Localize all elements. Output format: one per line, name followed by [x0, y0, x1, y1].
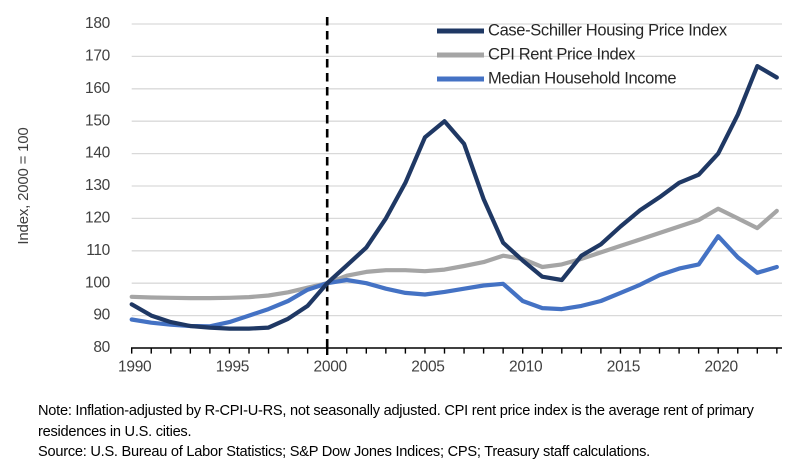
y-tick-label: 120: [85, 209, 111, 226]
y-tick-label: 160: [85, 80, 111, 97]
note-block: Note: Inflation-adjusted by R-CPI-U-RS, …: [38, 401, 786, 463]
legend-item: Case-Schiller Housing Price Index: [437, 21, 728, 39]
x-tick-label: 1990: [118, 359, 152, 376]
y-tick-label: 110: [86, 242, 110, 259]
y-tick-label: 90: [93, 307, 110, 324]
chart-note: Note: Inflation-adjusted by R-CPI-U-RS, …: [38, 403, 754, 440]
y-tick-label: 100: [85, 274, 111, 291]
x-tick-label: 2000: [314, 359, 348, 376]
legend-label: Case-Schiller Housing Price Index: [488, 21, 728, 39]
y-tick-label: 130: [85, 177, 111, 194]
y-tick-label: 180: [85, 15, 111, 32]
series-line-cpi-rent-price-index: [129, 206, 779, 301]
y-tick-label: 140: [85, 145, 111, 162]
x-tick-label: 2020: [705, 359, 739, 376]
legend-label: Median Household Income: [488, 69, 676, 87]
chart-area: 80 90 100 110 120 130 140 150 160 170 180 1990 1995 2…: [15, 15, 782, 376]
x-tick-label: 2015: [607, 359, 640, 376]
legend-item: CPI Rent Price Index: [437, 45, 637, 63]
series-line-case-schiller-housing-price-index: [129, 63, 779, 331]
y-tick-label: 80: [93, 339, 110, 356]
y-tick-label: 170: [85, 47, 111, 64]
y-tick-label: 150: [85, 112, 111, 129]
legend-item: Median Household Income: [437, 69, 677, 87]
legend-label: CPI Rent Price Index: [488, 45, 636, 63]
series-line-median-household-income: [129, 234, 779, 329]
x-tick-label: 2005: [411, 359, 444, 376]
chart-source: Source: U.S. Bureau of Labor Statistics;…: [38, 444, 650, 461]
x-tick-label: 1995: [216, 359, 249, 376]
y-axis-title: Index, 2000 = 100: [15, 127, 32, 244]
x-tick-label: 2010: [509, 359, 543, 376]
chart-canvas: 80 90 100 110 120 130 140 150 160 170 180 1990 1995 2…: [15, 15, 782, 376]
